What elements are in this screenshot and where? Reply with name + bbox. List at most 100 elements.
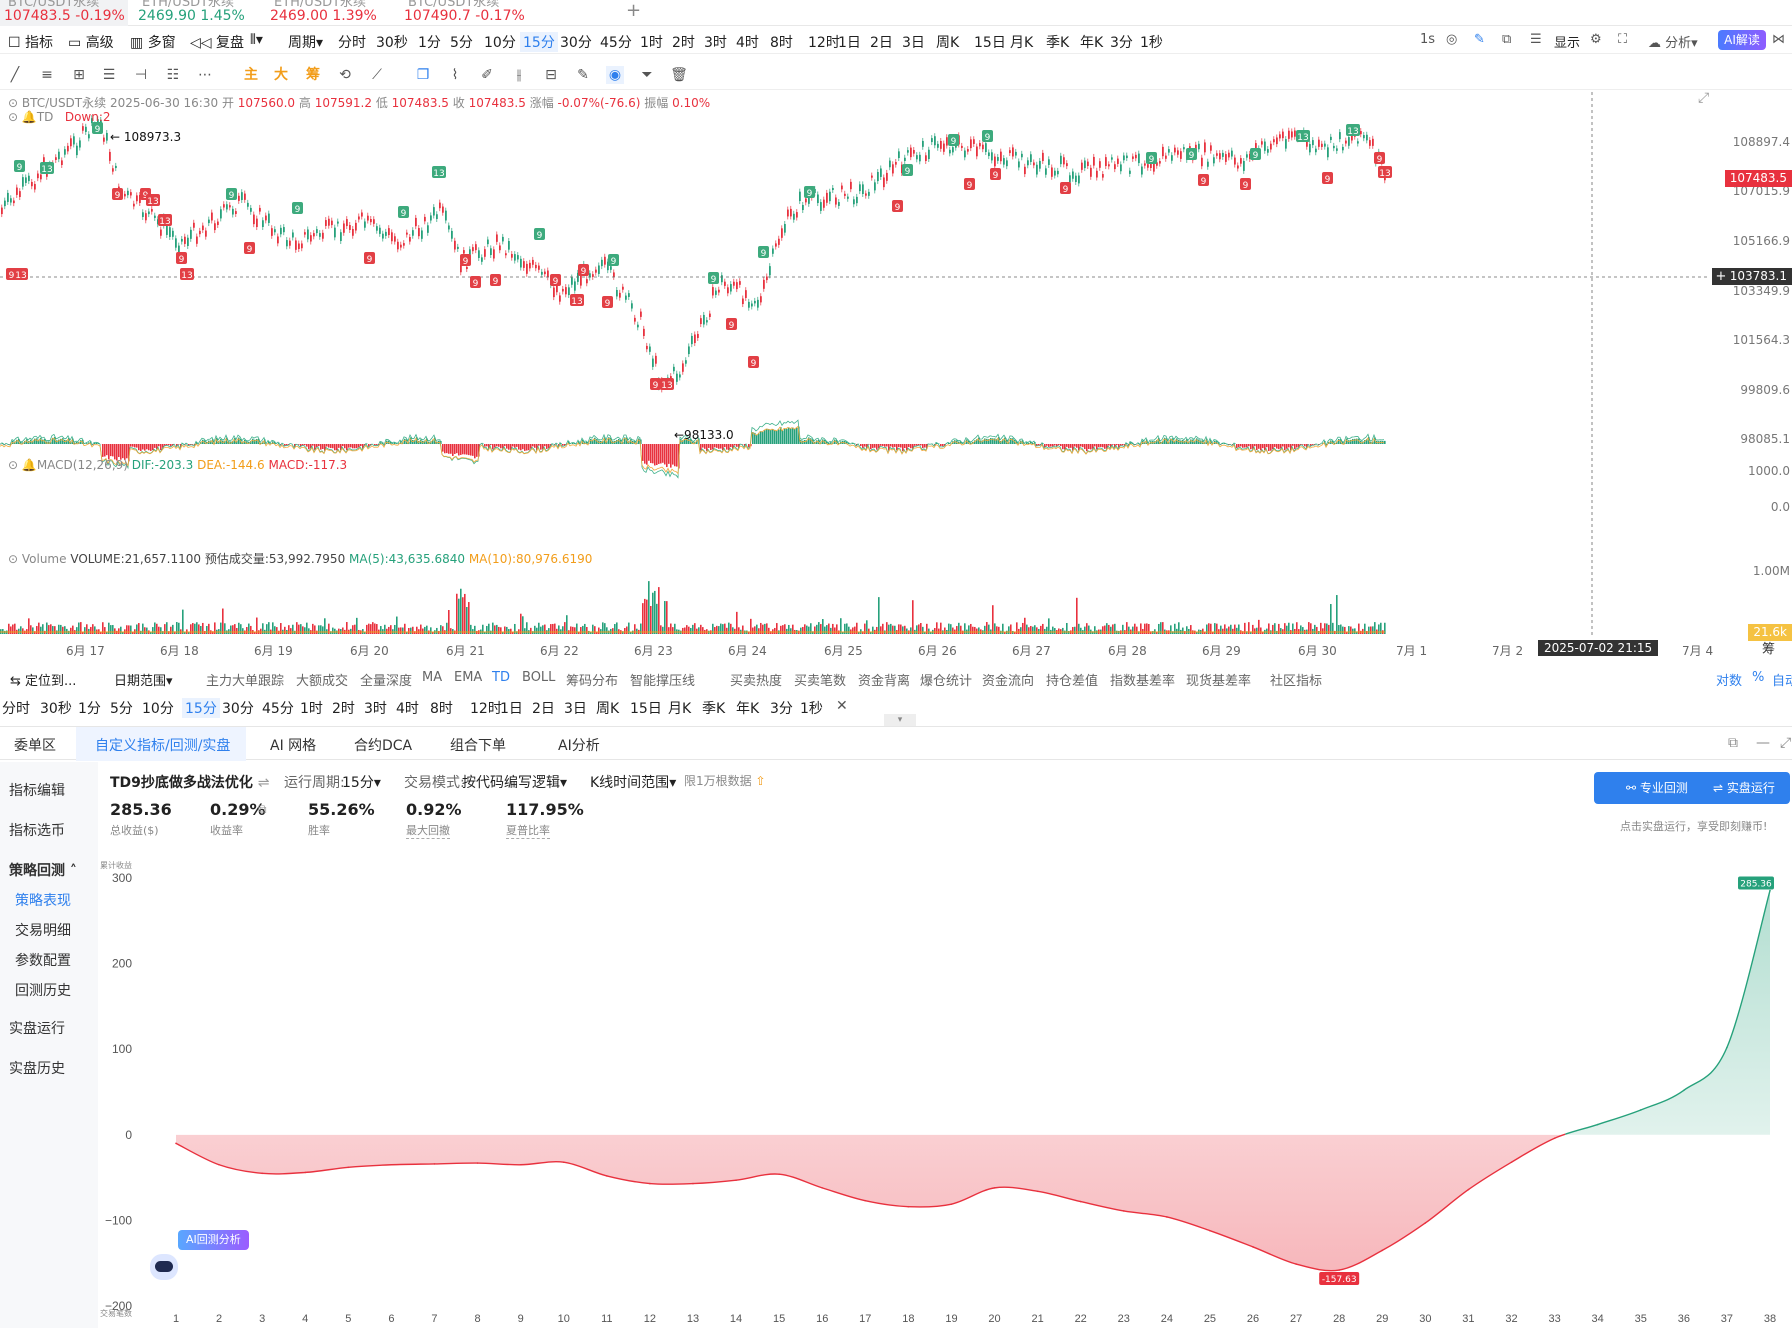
display-button[interactable]: 显示 (1554, 36, 1581, 51)
timeframe-5[interactable]: 15分 (520, 32, 558, 52)
timeframe2-5[interactable]: 15分 (182, 698, 220, 718)
indicator-item-1[interactable]: 大额成交 (296, 674, 349, 689)
nav-live-run[interactable]: 实盘运行 (9, 1021, 65, 1037)
fullscreen-icon[interactable]: ⛶ (1618, 32, 1628, 47)
robot-assistant-icon[interactable] (150, 1254, 178, 1280)
timeframe2-13[interactable]: 12时 (470, 701, 502, 717)
chart-type-button[interactable]: ⫴▾ (250, 32, 263, 48)
multi-window-button[interactable]: ▥ 多窗 (130, 35, 176, 51)
minimize-icon[interactable]: — (1756, 735, 1770, 751)
nav-sub-performance[interactable]: 策略表现 (15, 893, 71, 909)
timeframe-23[interactable]: 1秒 (1140, 35, 1163, 51)
indicator-item-2[interactable]: 全量深度 (360, 674, 413, 689)
timeframe-22[interactable]: 3分 (1110, 35, 1133, 51)
copy-icon[interactable]: ❐ (416, 67, 430, 83)
nav-sub-trades[interactable]: 交易明细 (15, 923, 71, 939)
strategy-name[interactable]: TD9抄底做多战法优化 ⇌ (110, 775, 270, 791)
chip-tool[interactable]: 筹 (306, 67, 320, 83)
timeframe2-6[interactable]: 30分 (222, 701, 254, 717)
timeframe2-1[interactable]: 30秒 (40, 701, 72, 717)
log-scale-toggle[interactable]: 对数 (1716, 674, 1743, 689)
indicator-item-7[interactable]: 筹码分布 (566, 674, 619, 689)
note-icon[interactable]: ✎ (577, 67, 589, 83)
crosshair-plus-icon[interactable]: + (1712, 268, 1730, 285)
timeframe-10[interactable]: 3时 (704, 35, 727, 51)
pen-icon[interactable]: ✎ (1474, 32, 1485, 47)
timeframe2-12[interactable]: 8时 (430, 701, 453, 717)
date-range-dropdown[interactable]: 日期范围▾ (114, 674, 173, 689)
timeframe-2[interactable]: 1分 (418, 35, 441, 51)
tab-ai-grid[interactable]: AI 网格 (270, 738, 317, 754)
indicator-item-17[interactable]: 社区指标 (1270, 674, 1323, 689)
nav-sub-params[interactable]: 参数配置 (15, 953, 71, 969)
timeframe-3[interactable]: 5分 (450, 35, 473, 51)
advanced-button[interactable]: ▭ 高级 (68, 35, 114, 51)
ticker-tab-eth[interactable]: ETH/USDT永续 2469.90 1.45% (134, 0, 262, 26)
indicator-item-8[interactable]: 智能撑压线 (630, 674, 696, 689)
timeframe2-18[interactable]: 15日 (630, 701, 662, 717)
replay-button[interactable]: ◁◁ 复盘 (190, 35, 244, 51)
timeframe-17[interactable]: 周K (936, 35, 960, 51)
indicator-item-14[interactable]: 持仓差值 (1046, 674, 1099, 689)
nav-sub-history[interactable]: 回测历史 (15, 983, 71, 999)
settings-icon[interactable]: ⚙ (1590, 32, 1602, 47)
more-tools-icon[interactable]: ⋯ (198, 67, 212, 83)
popout-icon[interactable]: ⧉ (1728, 735, 1738, 751)
tab-combo-order[interactable]: 组合下单 (450, 738, 506, 754)
timeframe2-22[interactable]: 3分 (770, 701, 793, 717)
ticker-tab-eth-2[interactable]: ETH/USDT永续 2469.00 1.39% (266, 0, 394, 26)
nav-backtest[interactable]: 策略回测 ˄ (9, 863, 77, 879)
indicator-item-16[interactable]: 现货基差率 (1186, 674, 1252, 689)
interval-label[interactable]: 1s (1420, 32, 1436, 47)
timeframe2-15[interactable]: 2日 (532, 701, 555, 717)
timeframe2-14[interactable]: 1日 (500, 701, 523, 717)
period-dropdown[interactable]: 周期▾ (288, 35, 324, 51)
hline-tool-icon[interactable]: ≡ (41, 67, 53, 83)
measure-icon[interactable]: ⟋ (372, 67, 382, 83)
timeframe-18[interactable]: 15日 (974, 35, 1006, 51)
ai-read-button[interactable]: AI解读 (1718, 30, 1766, 50)
indicator-item-12[interactable]: 爆仓统计 (920, 674, 973, 689)
timeframe2-19[interactable]: 月K (668, 701, 692, 717)
filter-icon[interactable]: ⏷ (641, 67, 653, 83)
indicator-item-5[interactable]: TD (492, 670, 510, 685)
mode-dropdown[interactable]: 按代码编写逻辑▾ (462, 775, 568, 791)
share-stat-icon[interactable]: ⧉ (258, 802, 267, 816)
timeframe2-3[interactable]: 5分 (110, 701, 133, 717)
expand-icon[interactable]: ⤢ (1698, 90, 1710, 106)
share-icon[interactable]: ⋈ (1772, 32, 1785, 47)
timeframe2-16[interactable]: 3日 (564, 701, 587, 717)
indicator-item-3[interactable]: MA (422, 670, 443, 685)
lock-icon[interactable]: ⊟ (545, 67, 557, 83)
timeframe2-21[interactable]: 年K (736, 701, 760, 717)
big-tool[interactable]: 大 (274, 67, 288, 83)
sync-icon[interactable]: ⟲ (339, 67, 351, 83)
timeframe-7[interactable]: 45分 (600, 35, 632, 51)
timeframe2-23[interactable]: 1秒 (800, 701, 823, 717)
timeframe2-4[interactable]: 10分 (142, 701, 174, 717)
percent-toggle[interactable]: % (1752, 670, 1765, 685)
tab-contract-dca[interactable]: 合约DCA (354, 738, 413, 754)
timeframe2-2[interactable]: 1分 (78, 701, 101, 717)
timeframe-4[interactable]: 10分 (484, 35, 516, 51)
indicator-item-4[interactable]: EMA (454, 670, 483, 685)
timeframe-8[interactable]: 1时 (640, 35, 663, 51)
timeframe2-20[interactable]: 季K (702, 701, 726, 717)
close-icon[interactable]: ✕ (836, 698, 848, 714)
auto-toggle[interactable]: 自动 (1772, 674, 1792, 689)
rect-tool-icon[interactable]: ⊞ (73, 67, 85, 83)
line-tool-icon[interactable]: ╱ (10, 67, 20, 83)
nav-live-history[interactable]: 实盘历史 (9, 1061, 65, 1077)
channel-tool-icon[interactable]: ☰ (102, 67, 116, 83)
timeframe-14[interactable]: 1日 (838, 35, 861, 51)
tab-orders[interactable]: 委单区 (14, 738, 56, 754)
kline-range-dropdown[interactable]: K线时间范围▾ (590, 775, 677, 791)
indicator-item-11[interactable]: 资金背离 (858, 674, 911, 689)
add-tab-icon[interactable]: + (626, 0, 642, 21)
indicator-item-15[interactable]: 指数基差率 (1110, 674, 1176, 689)
timeframe-0[interactable]: 分时 (338, 35, 366, 51)
timeframe2-0[interactable]: 分时 (2, 701, 30, 717)
tab-custom-indicator[interactable]: 自定义指标/回测/实盘 (95, 738, 231, 754)
ray-tool-icon[interactable]: ⊣ (134, 67, 148, 83)
